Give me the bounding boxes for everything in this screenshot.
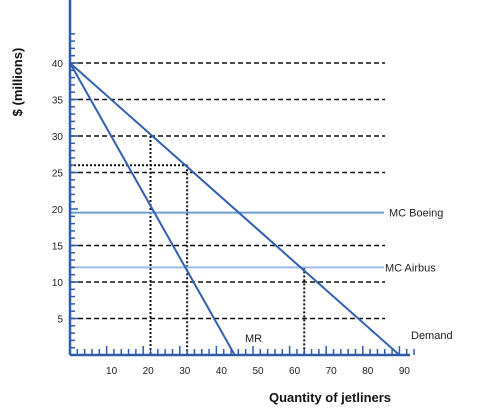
axes	[68, 0, 415, 357]
x-tick-label-80: 80	[362, 366, 374, 377]
y-tick-label-5: 5	[57, 315, 63, 326]
y-tick-label-35: 35	[52, 96, 64, 107]
gridlines	[70, 62, 385, 320]
x-axis-title: Quantity of jetliners	[269, 390, 391, 405]
x-tick-label-20: 20	[143, 366, 155, 377]
y-tick-label-25: 25	[52, 169, 64, 180]
cost-lines	[70, 211, 384, 269]
series-line-demand	[69, 62, 401, 356]
x-tick-label-50: 50	[252, 366, 264, 377]
y-tick-label-10: 10	[52, 278, 64, 289]
y-tick-label-15: 15	[52, 242, 64, 253]
series-label-mr: MR	[245, 333, 262, 345]
y-tick-label-20: 20	[52, 205, 64, 216]
dotted-guides	[70, 136, 306, 355]
x-tick-label-60: 60	[289, 366, 301, 377]
x-tick-label-90: 90	[399, 366, 411, 377]
x-tick-label-40: 40	[216, 366, 228, 377]
y-tick-label-30: 30	[52, 132, 64, 143]
curve-lines	[69, 62, 401, 356]
y-axis-title: $ (millions)	[10, 48, 25, 117]
y-tick-label-40: 40	[52, 59, 64, 70]
mc-label-1: MC Airbus	[385, 262, 436, 274]
series-label-demand: Demand	[411, 330, 453, 342]
x-tick-label-30: 30	[179, 366, 191, 377]
x-tick-label-10: 10	[106, 366, 118, 377]
series-labels: MC Boeing MC Airbus MR Demand	[245, 208, 453, 345]
mc-label-0: MC Boeing	[389, 208, 443, 220]
tick-labels: 5 10 15 20 25 30 35 40 10 20 30 40 50 60 70 80 90	[52, 59, 411, 377]
x-tick-label-70: 70	[326, 366, 338, 377]
series-line-mr	[69, 62, 236, 356]
